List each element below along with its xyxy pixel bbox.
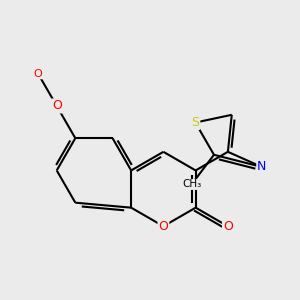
Text: S: S [191,116,200,129]
Text: N: N [257,160,267,173]
Text: O: O [158,220,168,233]
Text: O: O [223,220,233,233]
Text: CH₃: CH₃ [182,179,201,190]
Text: O: O [34,69,43,79]
Text: O: O [52,100,62,112]
